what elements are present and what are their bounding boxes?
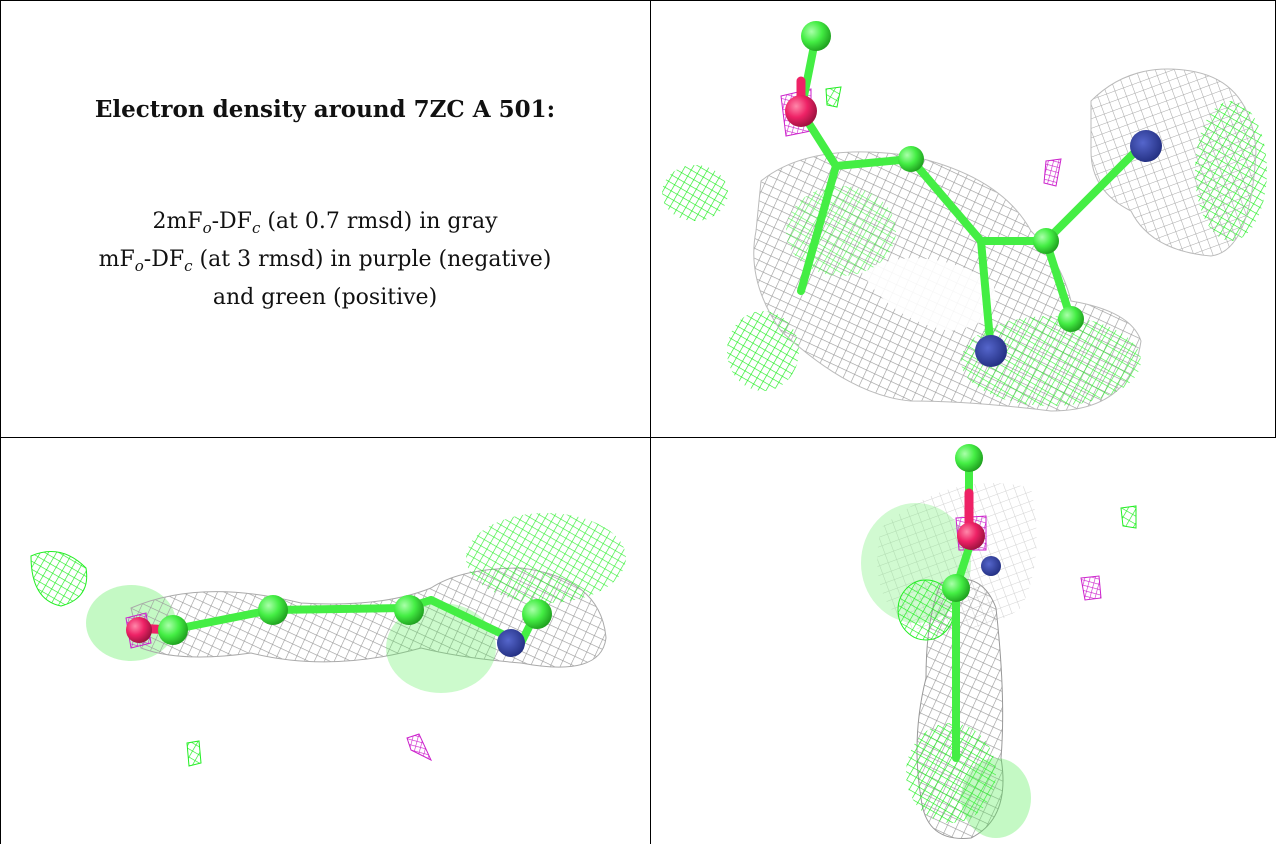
- caption-line-3: and green (positive): [0, 282, 650, 314]
- carbon-atom: [942, 574, 970, 602]
- carbon-atom: [955, 444, 983, 472]
- green-mesh-blob-faint: [961, 758, 1031, 838]
- line1-sub-o: o: [203, 219, 212, 237]
- density-view-2: [1, 438, 650, 844]
- gray-mesh-arm: [1091, 69, 1256, 256]
- oxygen-atom: [126, 617, 152, 643]
- caption-lines: 2mFo-DFc (at 0.7 rmsd) in gray mFo-DFc (…: [0, 206, 650, 314]
- density-view-1: [651, 1, 1275, 437]
- oxygen-atom: [785, 95, 817, 127]
- green-mesh-blob: [826, 87, 841, 107]
- carbon-atom: [801, 21, 831, 51]
- line1-part-a: 2mF: [152, 209, 202, 234]
- line2-sub-c: c: [184, 257, 192, 275]
- purple-mesh-blob: [407, 734, 431, 760]
- density-view-3: [651, 438, 1275, 844]
- line1-part-c: -DF: [212, 209, 252, 234]
- green-mesh-blob: [31, 552, 87, 606]
- caption-line-1: 2mFo-DFc (at 0.7 rmsd) in gray: [0, 206, 650, 244]
- line2-part-a: mF: [99, 247, 135, 272]
- nitrogen-atom: [981, 556, 1001, 576]
- carbon-atom: [898, 146, 924, 172]
- green-mesh-blob: [187, 741, 201, 766]
- caption-title: Electron density around 7ZC A 501:: [0, 96, 650, 123]
- green-mesh-blob: [466, 513, 626, 603]
- line2-part-c: -DF: [144, 247, 184, 272]
- green-mesh-blob: [1121, 506, 1136, 528]
- green-mesh-blob: [786, 186, 896, 276]
- nitrogen-atom: [975, 335, 1007, 367]
- carbon-atom: [158, 615, 188, 645]
- line2-part-e: (at 3 rmsd) in purple (negative): [193, 247, 552, 272]
- purple-mesh-blob: [1081, 576, 1101, 600]
- carbon-atom: [1058, 306, 1084, 332]
- green-mesh-blob: [662, 165, 728, 221]
- nitrogen-atom: [1130, 130, 1162, 162]
- carbon-atom: [394, 595, 424, 625]
- line2-sub-o: o: [135, 257, 144, 275]
- oxygen-atom: [957, 522, 985, 550]
- nitrogen-atom: [497, 629, 525, 657]
- carbon-atom: [522, 599, 552, 629]
- caption-cell: Electron density around 7ZC A 501: 2mFo-…: [0, 0, 650, 437]
- carbon-atom: [1033, 228, 1059, 254]
- carbon-atom: [258, 595, 288, 625]
- caption-line-2: mFo-DFc (at 3 rmsd) in purple (negative): [0, 244, 650, 282]
- line1-part-e: (at 0.7 rmsd) in gray: [260, 209, 497, 234]
- purple-mesh-blob: [1044, 159, 1061, 186]
